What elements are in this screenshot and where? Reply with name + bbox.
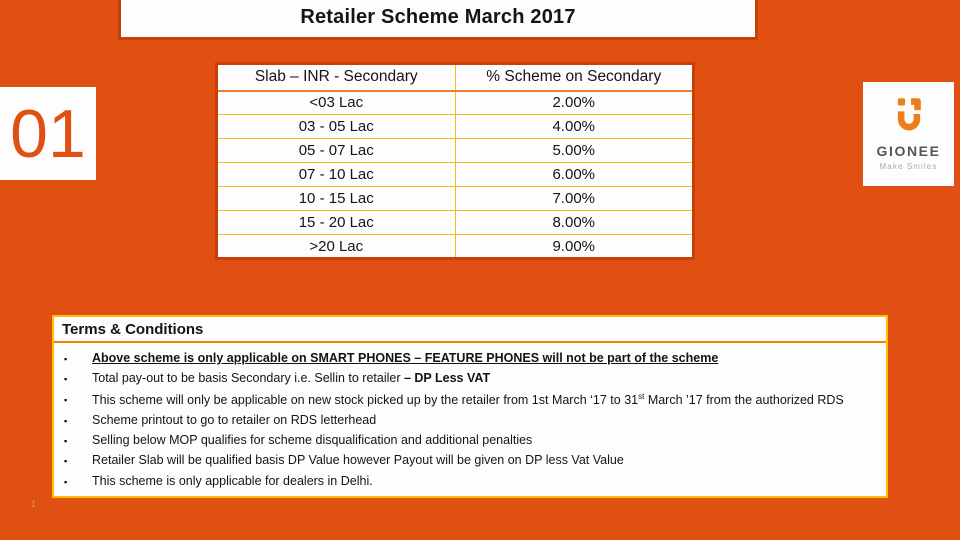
bullet-text: This scheme will only be applicable on n…	[92, 391, 844, 407]
terms-bullet: ▪ Above scheme is only applicable on SMAR…	[54, 350, 886, 370]
table-cell: 10 - 15 Lac	[216, 186, 456, 211]
table-cell: 9.00%	[454, 234, 694, 259]
terms-bullet: ▪ Scheme printout to go to retailer on RD…	[54, 412, 886, 432]
terms-and-conditions-box: Terms & Conditions ▪ Above scheme is only…	[52, 315, 888, 498]
terms-bullet: ▪ This scheme is only applicable for deal…	[54, 473, 886, 493]
table-row: >20 Lac 9.00%	[216, 234, 694, 259]
bullet-text: Scheme printout to go to retailer on RDS…	[92, 412, 377, 427]
bullet-marker-icon: ▪	[64, 394, 68, 405]
slide-number-badge: 01	[0, 87, 96, 180]
column-header: % Scheme on Secondary	[454, 63, 694, 92]
bullet-text: Retailer Slab will be qualified basis DP…	[92, 453, 624, 468]
table-row: <03 Lac 2.00%	[216, 90, 694, 115]
terms-bullet: ▪ This scheme will only be applicable on …	[54, 391, 886, 412]
table-row: 10 - 15 Lac 7.00%	[216, 186, 694, 211]
table-row: 03 - 05 Lac 4.00%	[216, 114, 694, 139]
logo-brand-text: GIONEE	[876, 143, 941, 159]
scheme-table: Slab – INR - Secondary% Scheme on Second…	[215, 62, 695, 260]
table-cell: 05 - 07 Lac	[216, 138, 456, 163]
bullet-text: Selling below MOP qualifies for scheme d…	[92, 433, 533, 448]
page-title: Retailer Scheme March 2017	[300, 6, 576, 28]
table-cell: 03 - 05 Lac	[216, 114, 456, 139]
table-row: 15 - 20 Lac 8.00%	[216, 210, 694, 235]
terms-list: ▪ Above scheme is only applicable on SMAR…	[54, 350, 886, 493]
table-cell: 6.00%	[454, 162, 694, 187]
bullet-marker-icon: ▪	[64, 456, 68, 467]
terms-heading: Terms & Conditions	[62, 321, 204, 338]
column-header: Slab – INR - Secondary	[216, 63, 456, 92]
terms-bullet: ▪ Selling below MOP qualifies for scheme …	[54, 432, 886, 452]
table-cell: <03 Lac	[216, 90, 456, 115]
slide-title-box: Retailer Scheme March 2017	[118, 0, 758, 40]
table-cell: 8.00%	[454, 210, 694, 235]
table-cell: 15 - 20 Lac	[216, 210, 456, 235]
table-cell: 2.00%	[454, 90, 694, 115]
table-header-row: Slab – INR - Secondary% Scheme on Second…	[216, 63, 694, 92]
bullet-marker-icon: ▪	[64, 354, 68, 364]
logo-tagline-text: Make Smiles	[879, 162, 938, 171]
table-cell: 4.00%	[454, 114, 694, 139]
bullet-marker-icon: ▪	[64, 436, 68, 447]
gionee-magnet-smile-icon	[889, 97, 929, 140]
table-cell: 07 - 10 Lac	[216, 162, 456, 187]
brand-logo: GIONEE Make Smiles	[863, 82, 954, 186]
table-cell: 7.00%	[454, 186, 694, 211]
bullet-marker-icon: ▪	[64, 415, 68, 426]
bullet-text: Above scheme is only applicable on SMART…	[92, 351, 719, 365]
bullet-marker-icon: ▪	[64, 476, 68, 487]
terms-bullet: ▪ Retailer Slab will be qualified basis D…	[54, 452, 886, 472]
bullet-text: Total pay-out to be basis Secondary i.e.…	[92, 371, 491, 386]
bullet-text: This scheme is only applicable for deale…	[92, 473, 373, 488]
terms-separator	[54, 341, 886, 343]
table-cell: 5.00%	[454, 138, 694, 163]
terms-bullet: ▪ Total pay-out to be basis Secondary i.e…	[54, 370, 886, 390]
slide-number-text: 01	[10, 95, 86, 172]
bullet-marker-icon: ▪	[64, 374, 68, 385]
table-row: 07 - 10 Lac 6.00%	[216, 162, 694, 187]
table-cell: >20 Lac	[216, 234, 456, 259]
page-number: 1	[31, 499, 37, 509]
table-row: 05 - 07 Lac 5.00%	[216, 138, 694, 163]
